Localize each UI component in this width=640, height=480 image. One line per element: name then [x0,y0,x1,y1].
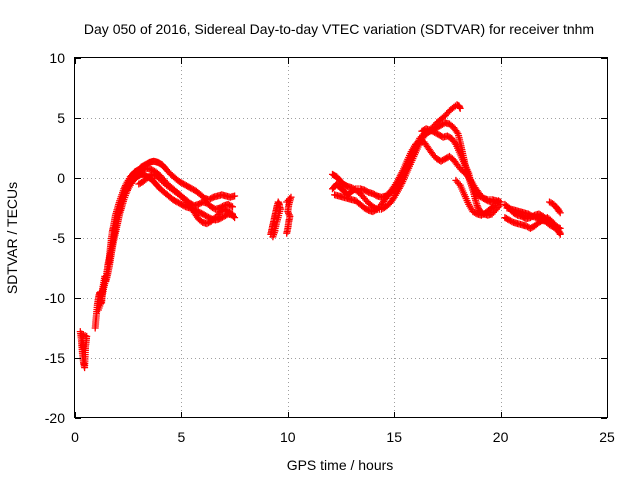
y-tick-label: -10 [45,290,65,306]
data-point [177,192,185,200]
data-point [474,203,482,211]
data-point [227,202,235,210]
data-point [227,209,235,217]
y-tick-label: 10 [49,50,65,66]
data-point [229,210,236,218]
data-point [473,202,481,210]
data-point [285,211,293,219]
data-point [552,203,560,211]
y-tick-label: -15 [45,350,65,366]
data-point [495,197,502,205]
data-point [286,212,294,220]
x-tick-label: 20 [493,429,509,445]
data-point [493,198,501,206]
data-point [229,203,236,211]
axis-ticks: 0 5 10 15 20 25 -20 -15 -10 -5 0 5 10 [45,50,615,445]
data-point [159,178,167,186]
x-tick-label: 0 [71,429,79,445]
x-tick-label: 25 [599,429,615,445]
data-point [453,128,461,136]
y-axis-label: SDTVAR / TECUs [4,182,20,294]
data-point [158,177,166,185]
x-tick-label: 10 [280,429,296,445]
data-point [231,192,239,200]
x-tick-label: 5 [178,429,186,445]
data-points [76,101,564,372]
data-point [175,191,183,199]
data-point [553,204,561,212]
data-point [283,198,291,206]
y-tick-label: 5 [57,110,65,126]
data-point [271,227,279,235]
data-point [284,196,292,204]
plot-frame [74,57,608,418]
data-point [80,344,88,352]
y-tick-label: -5 [53,230,66,246]
y-tick-label: 0 [57,170,65,186]
data-point [556,230,564,238]
data-point [179,194,186,202]
x-axis-label: GPS time / hours [287,457,394,473]
x-tick-label: 15 [386,429,402,445]
data-point [156,175,164,183]
chart-title: Day 050 of 2016, Sidereal Day-to-day VTE… [84,21,594,37]
grid-lines [75,58,607,418]
y-tick-label: -20 [45,410,65,426]
data-point [456,104,464,112]
data-point [231,214,239,222]
data-point [79,331,87,339]
